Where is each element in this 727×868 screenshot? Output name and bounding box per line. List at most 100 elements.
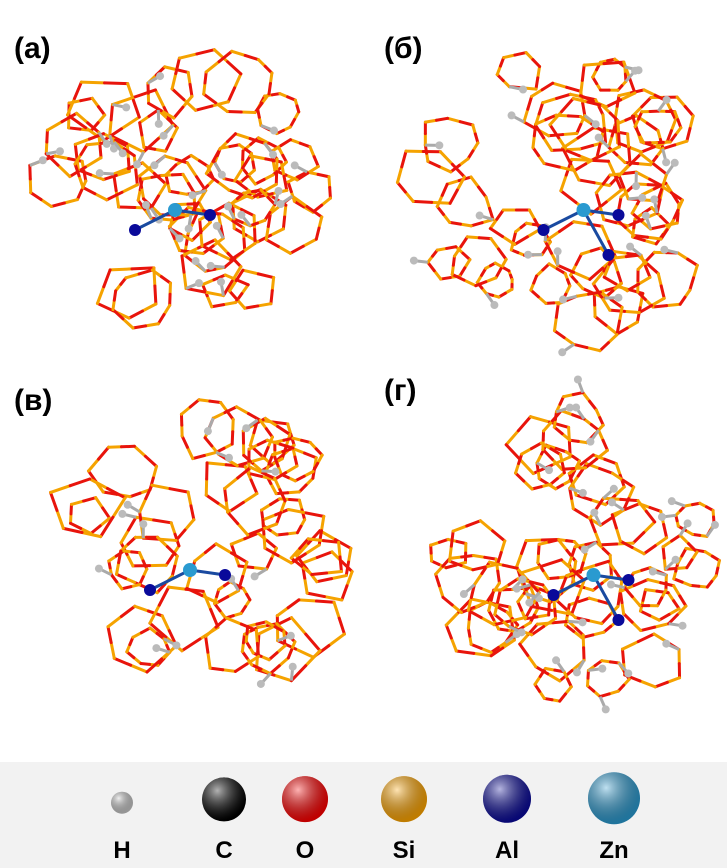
o-bond — [562, 98, 574, 111]
al-atom — [603, 249, 615, 261]
si-bond — [110, 120, 111, 135]
o-bond — [176, 70, 188, 73]
h-atom — [558, 348, 566, 356]
h-atom — [476, 212, 484, 220]
o-bond — [114, 658, 130, 665]
si-bond — [237, 407, 249, 414]
o-bond — [197, 50, 214, 54]
o-bond — [582, 65, 584, 80]
si-bond — [131, 665, 147, 672]
si-bond — [233, 419, 234, 431]
o-bond — [271, 499, 280, 505]
h-atom — [122, 103, 130, 111]
o-bond — [650, 508, 661, 512]
si-bond — [97, 287, 103, 304]
si-bond — [627, 322, 637, 328]
o-bond — [340, 557, 341, 572]
o-bond — [206, 636, 208, 652]
molecular-structure — [397, 53, 697, 357]
o-bond — [554, 427, 562, 434]
o-bond — [600, 343, 609, 351]
h-atom — [679, 622, 687, 630]
h-atom — [554, 247, 562, 255]
o-bond — [533, 60, 540, 67]
si-bond — [675, 141, 687, 145]
si-bond — [191, 252, 203, 253]
o-bond — [687, 560, 692, 568]
o-bond — [284, 176, 287, 190]
panel-label: (г) — [384, 374, 416, 407]
si-bond — [574, 272, 590, 279]
o-bond — [97, 303, 113, 310]
o-bond — [114, 291, 115, 300]
o-bond — [69, 128, 80, 129]
si-bond — [674, 586, 680, 596]
h-atom — [711, 521, 719, 529]
h-atom — [277, 200, 285, 208]
h-atom — [684, 519, 692, 527]
al-atom — [613, 614, 625, 626]
o-bond — [543, 449, 553, 459]
si-bond — [447, 181, 459, 185]
h-atom — [574, 375, 582, 383]
si-bond — [646, 590, 657, 592]
o-bond — [314, 157, 318, 167]
h-atom — [275, 187, 283, 195]
o-bond — [413, 201, 431, 202]
o-bond — [539, 103, 543, 114]
si-bond — [671, 120, 675, 131]
h-atom — [660, 246, 668, 254]
o-bond — [685, 107, 693, 116]
si-bond — [677, 97, 685, 106]
h-atom — [218, 171, 226, 179]
o-bond — [258, 440, 267, 444]
si-bond — [501, 541, 505, 553]
o-bond — [604, 277, 616, 284]
si-bond — [319, 217, 322, 228]
o-bond — [77, 190, 81, 199]
o-bond — [263, 520, 264, 534]
si-bond — [524, 481, 532, 489]
si-bond — [581, 80, 583, 95]
si-bond — [224, 303, 236, 305]
si-bond — [574, 468, 586, 469]
si-bond — [46, 142, 47, 154]
si-bond — [548, 674, 560, 681]
o-bond — [266, 240, 278, 247]
si-bond — [95, 194, 107, 200]
o-bond — [111, 575, 116, 582]
h-atom — [586, 438, 594, 446]
si-bond — [271, 484, 276, 494]
si-bond — [329, 177, 330, 188]
o-bond — [437, 207, 443, 215]
zn-atom — [168, 203, 182, 217]
o-bond — [307, 593, 324, 596]
si-bond — [208, 652, 210, 668]
si-bond — [667, 678, 679, 683]
al-atom — [129, 224, 141, 236]
si-bond — [258, 304, 271, 306]
o-bond — [317, 552, 332, 558]
si-bond — [531, 417, 550, 422]
o-bond — [100, 145, 101, 158]
h-atom — [579, 618, 587, 626]
si-bond — [81, 82, 104, 83]
si-bond — [628, 134, 629, 149]
o-bond — [621, 499, 638, 500]
o-bond — [31, 193, 41, 200]
o-bond — [397, 182, 405, 191]
o-bond — [305, 453, 317, 458]
si-bond — [108, 616, 121, 626]
si-bond — [327, 572, 342, 573]
o-bond — [618, 594, 620, 607]
si-bond — [305, 578, 307, 593]
si-bond — [459, 159, 468, 166]
si-bond — [155, 90, 164, 108]
si-bond — [440, 152, 452, 165]
si-bond — [55, 156, 69, 159]
o-bond — [264, 448, 268, 459]
h-atom — [133, 160, 141, 168]
o-bond — [567, 87, 581, 91]
si-bond — [676, 568, 687, 569]
si-bond — [471, 177, 479, 187]
